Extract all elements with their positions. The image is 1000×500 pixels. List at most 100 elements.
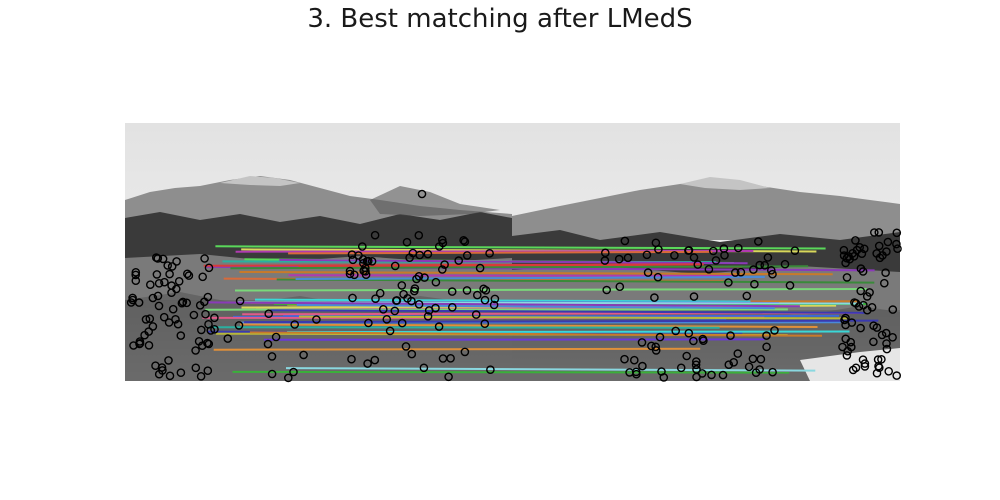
keypoint-marker — [126, 298, 136, 307]
keypoint-marker — [754, 237, 763, 246]
keypoint-marker — [733, 349, 743, 358]
keypoint-marker — [402, 237, 412, 247]
keypoint-marker — [707, 370, 716, 380]
keypoint-marker — [171, 314, 180, 324]
match-line — [295, 276, 765, 280]
keypoint-marker — [164, 356, 173, 365]
keypoint-marker — [726, 331, 735, 340]
match-line — [234, 288, 867, 292]
keypoint-marker — [462, 251, 472, 260]
keypoint-marker — [880, 278, 889, 288]
keypoint-marker — [167, 262, 177, 271]
keypoint-marker — [655, 332, 665, 342]
keypoint-marker — [893, 244, 902, 253]
keypoint-marker — [370, 230, 380, 240]
keypoint-marker — [842, 273, 852, 282]
keypoint-marker — [881, 328, 891, 338]
keypoint-marker — [145, 314, 155, 324]
keypoint-marker — [842, 351, 852, 360]
keypoint-marker — [653, 272, 663, 282]
keypoint-marker — [357, 242, 367, 251]
keypoint-marker — [423, 249, 433, 259]
keypoint-marker — [407, 296, 416, 306]
keypoint-marker — [602, 285, 612, 295]
keypoint-marker — [135, 337, 145, 346]
keypoint-marker — [163, 261, 172, 270]
keypoint-marker — [762, 342, 771, 352]
keypoint-marker — [203, 366, 213, 376]
keypoint-marker — [134, 298, 144, 307]
keypoint-marker — [414, 299, 424, 309]
keypoint-marker — [750, 279, 759, 289]
keypoint-marker — [638, 361, 647, 371]
keypoint-marker — [378, 304, 388, 314]
keypoint-marker — [201, 309, 210, 319]
keypoint-marker — [877, 330, 887, 340]
keypoint-marker — [736, 267, 746, 277]
keypoint-marker — [128, 293, 137, 303]
keypoint-marker — [462, 286, 472, 295]
keypoint-marker — [182, 298, 191, 308]
keypoint-marker — [689, 292, 699, 301]
keypoint-marker — [651, 238, 661, 248]
keypoint-marker — [289, 367, 298, 377]
match-line — [279, 258, 748, 265]
keypoint-marker — [390, 306, 400, 316]
keypoint-marker — [206, 326, 216, 335]
keypoint-marker — [869, 337, 878, 347]
keypoint-marker — [267, 369, 277, 379]
keypoint-marker — [235, 296, 245, 306]
keypoint-marker — [486, 365, 495, 375]
keypoint-marker — [637, 338, 647, 347]
keypoint-marker — [647, 341, 656, 351]
match-line — [270, 309, 865, 314]
keypoint-marker — [419, 363, 429, 373]
keypoint-marker — [424, 306, 434, 315]
match-line — [288, 274, 743, 277]
keypoint-marker — [481, 285, 491, 295]
keypoint-marker — [144, 340, 154, 350]
keypoint-marker — [892, 371, 902, 380]
keypoint-marker — [176, 368, 186, 378]
keypoint-marker — [199, 297, 209, 307]
keypoint-marker — [671, 326, 681, 336]
keypoint-marker — [874, 228, 884, 237]
keypoint-marker — [760, 260, 770, 270]
keypoint-marker — [196, 325, 206, 335]
keypoint-marker — [367, 256, 377, 266]
keypoint-marker — [168, 304, 178, 314]
keypoint-marker — [763, 253, 773, 262]
keypoint-marker — [843, 346, 853, 356]
keypoint-marker — [174, 276, 184, 286]
keypoint-marker — [204, 263, 214, 273]
keypoint-marker — [165, 269, 174, 279]
match-line — [244, 319, 879, 324]
keypoint-marker — [744, 362, 754, 372]
keypoint-marker — [877, 354, 886, 364]
keypoint-marker — [173, 319, 183, 329]
keypoint-marker — [401, 342, 411, 351]
keypoint-marker — [475, 263, 485, 273]
keypoint-marker — [189, 310, 199, 320]
keypoint-marker — [865, 288, 874, 297]
keypoint-marker — [490, 294, 500, 304]
keypoint-marker — [734, 243, 743, 253]
keypoint-marker — [182, 269, 192, 279]
keypoint-marker — [860, 359, 870, 368]
keypoint-marker — [620, 354, 629, 364]
keypoint-marker — [869, 321, 878, 331]
match-line — [207, 301, 800, 308]
keypoint-marker — [167, 288, 176, 298]
keypoint-marker — [719, 244, 729, 253]
match-line — [208, 326, 720, 329]
keypoint-marker — [697, 369, 707, 378]
keypoint-marker — [643, 268, 653, 277]
keypoints — [126, 189, 902, 383]
keypoint-marker — [872, 368, 882, 378]
keypoint-marker — [434, 322, 444, 331]
keypoint-marker — [884, 366, 894, 376]
keypoint-marker — [767, 265, 776, 275]
keypoint-marker — [472, 290, 482, 300]
keypoint-marker — [375, 288, 385, 298]
